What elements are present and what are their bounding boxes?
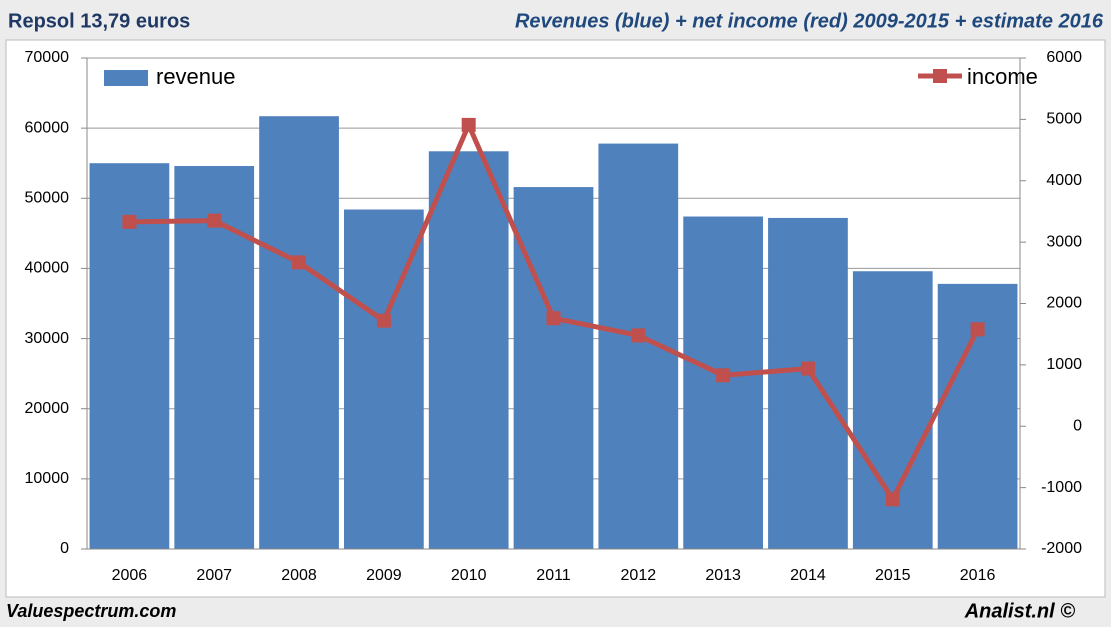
x-tick-label: 2009: [366, 567, 402, 584]
income-marker: [970, 322, 985, 337]
y2-tick-label: 5000: [1046, 111, 1082, 128]
income-marker: [885, 492, 900, 507]
income-marker: [631, 328, 646, 343]
income-marker: [122, 214, 137, 229]
bar: [343, 209, 424, 549]
bar: [259, 116, 339, 550]
income-marker: [800, 361, 815, 376]
y2-tick-label: -2000: [1041, 540, 1082, 557]
y2-tick-label: 1000: [1046, 356, 1082, 373]
y-tick-label: 70000: [25, 49, 70, 66]
x-tick-label: 2013: [705, 567, 741, 584]
bar: [683, 216, 764, 549]
bar: [174, 166, 255, 549]
bar: [852, 271, 933, 549]
chart-title: Repsol 13,79 euros: [8, 10, 190, 32]
y2-tick-label: 2000: [1046, 295, 1082, 312]
footer-right: Analist.nl ©: [964, 600, 1076, 622]
legend-label: revenue: [156, 64, 236, 89]
y-tick-label: 20000: [25, 400, 70, 417]
bar: [513, 187, 594, 549]
bar: [768, 217, 848, 549]
y2-tick-label: 0: [1073, 417, 1082, 434]
legend-swatch: [104, 70, 148, 86]
x-tick-label: 2010: [451, 567, 487, 584]
income-marker: [716, 368, 731, 383]
chart-subtitle: Revenues (blue) + net income (red) 2009-…: [515, 10, 1104, 32]
legend-label: income: [967, 64, 1038, 89]
x-tick-label: 2012: [621, 567, 657, 584]
x-tick-label: 2006: [112, 567, 148, 584]
footer-left: Valuespectrum.com: [6, 601, 176, 621]
x-tick-label: 2015: [875, 567, 911, 584]
bar: [428, 151, 509, 550]
income-marker: [546, 311, 561, 326]
y2-tick-label: -1000: [1041, 479, 1082, 496]
income-marker: [292, 255, 307, 270]
x-tick-label: 2016: [960, 567, 996, 584]
x-tick-label: 2007: [196, 567, 232, 584]
y-tick-label: 60000: [25, 119, 70, 136]
x-tick-label: 2014: [790, 567, 826, 584]
y-tick-label: 10000: [25, 470, 70, 487]
y-tick-label: 30000: [25, 330, 70, 347]
x-tick-label: 2008: [281, 567, 317, 584]
income-marker: [376, 313, 391, 328]
y-tick-label: 50000: [25, 190, 70, 207]
income-marker: [461, 117, 476, 132]
y-tick-label: 0: [60, 540, 69, 557]
y2-tick-label: 3000: [1046, 233, 1082, 250]
y-tick-label: 40000: [25, 260, 70, 277]
x-tick-label: 2011: [536, 567, 571, 584]
legend-swatch: [933, 69, 947, 83]
y2-tick-label: 4000: [1046, 172, 1082, 189]
y2-tick-label: 6000: [1046, 49, 1082, 66]
income-marker: [207, 213, 222, 228]
